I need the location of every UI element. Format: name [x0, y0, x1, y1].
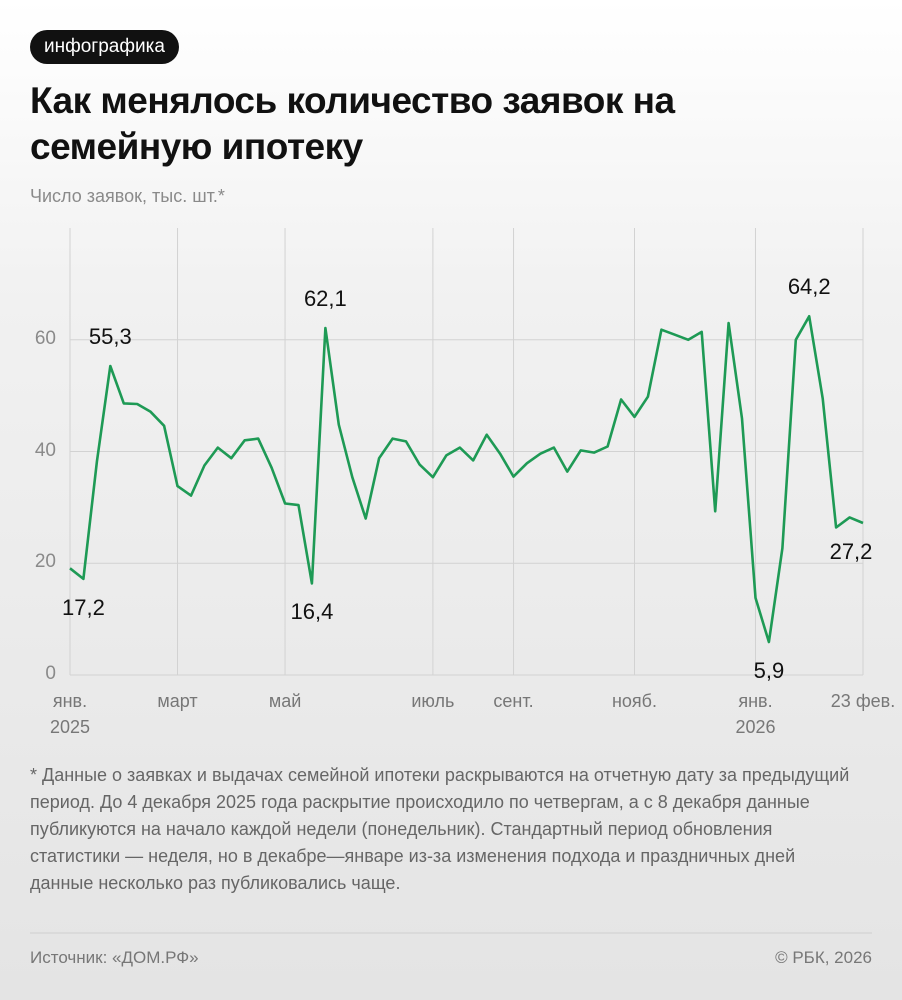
data-label: 55,3 [88, 324, 132, 349]
data-label: 5,9 [753, 658, 785, 684]
x-tick-label: сент. [493, 691, 534, 711]
y-tick-label: 20 [34, 551, 56, 573]
footnote: * Данные о заявках и выдачах семейной ип… [30, 765, 850, 893]
x-tick-label: май [268, 691, 302, 711]
data-label: 17,2 [62, 594, 105, 620]
data-label: 64,2 [787, 274, 831, 300]
y-tick-label: 60 [34, 327, 56, 349]
x-tick-label: 23 фев. [830, 691, 896, 711]
x-tick-label: янв. 2026 [735, 691, 776, 737]
y-tick-label: 40 [34, 439, 56, 461]
data-label: 16,4 [290, 599, 334, 625]
x-tick-label: янв. 2025 [49, 691, 91, 737]
chart-subtitle: Число заявок, тыс. шт.* [30, 186, 225, 206]
y-tick-label: 0 [45, 663, 56, 684]
x-tick-label: март [157, 691, 198, 711]
data-label: 62,1 [303, 286, 347, 312]
data-line [69, 315, 864, 644]
copyright: © РБК, 2026 [775, 948, 872, 967]
data-label: 27,2 [829, 539, 873, 565]
source: Источник: «ДОМ.РФ» [30, 948, 199, 967]
x-tick-label: июль [411, 691, 455, 711]
badge: инфографика [30, 30, 179, 64]
x-tick-label: нояб. [611, 691, 657, 711]
chart-title: Как менялось количество заявок на семейн… [30, 80, 675, 167]
